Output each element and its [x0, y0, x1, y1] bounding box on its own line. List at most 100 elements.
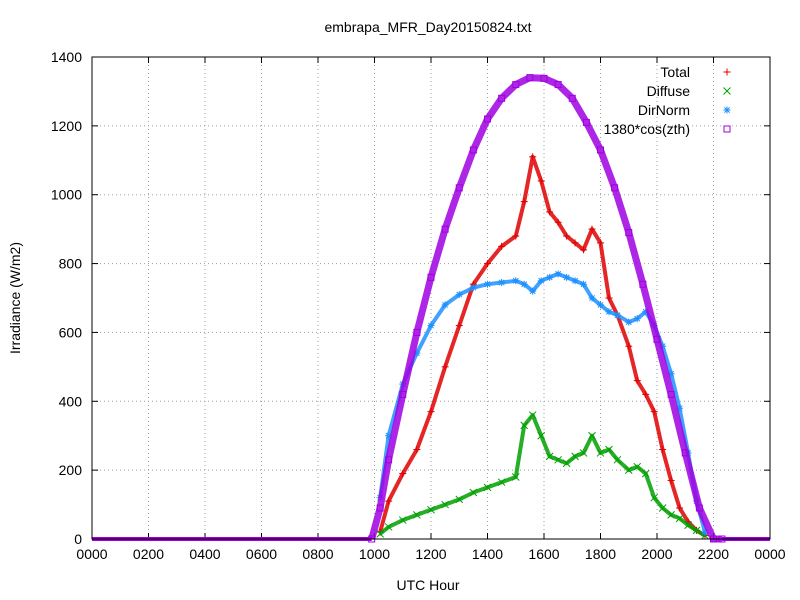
cross-point — [441, 500, 449, 509]
x-tick-label: 2200 — [698, 546, 729, 562]
square-point — [625, 229, 633, 237]
legend-marker — [723, 68, 731, 76]
plus-point — [455, 322, 463, 330]
series-trace — [378, 413, 707, 538]
star-point — [588, 294, 596, 302]
plus-point — [633, 377, 641, 385]
cross-point — [537, 431, 546, 440]
cross-point — [641, 469, 650, 478]
series-trace — [378, 271, 707, 533]
square-point — [695, 504, 703, 512]
square-point — [639, 280, 647, 288]
cross-point — [562, 459, 571, 468]
legend: Total Diffuse DirNorm 1380*cos(zth) — [604, 64, 731, 137]
star-point — [441, 301, 449, 309]
star-point — [520, 280, 528, 288]
plus-point — [588, 225, 596, 233]
cross-point — [596, 449, 605, 457]
cross-point — [376, 529, 385, 538]
series-2 — [376, 270, 709, 536]
star-point — [484, 280, 491, 288]
plus-point — [605, 294, 613, 302]
y-tick-label: 1400 — [51, 49, 82, 65]
y-tick-label: 0 — [74, 531, 82, 547]
square-point — [611, 184, 619, 192]
star-point — [633, 315, 641, 323]
star-point — [563, 273, 571, 281]
star-point — [625, 318, 633, 326]
x-tick-label: 0400 — [189, 546, 220, 562]
plus-point — [529, 153, 537, 161]
series-trace — [368, 74, 722, 543]
square-point — [427, 273, 435, 281]
square-point — [681, 449, 689, 457]
plus-point — [667, 476, 675, 484]
plus-point — [676, 504, 684, 512]
square-point — [554, 81, 562, 89]
cross-point — [469, 488, 478, 497]
square-point — [667, 390, 675, 398]
square-point — [413, 328, 421, 336]
star-point — [498, 279, 506, 287]
plus-point — [498, 242, 506, 250]
cross-point — [427, 505, 435, 514]
square-point — [653, 335, 661, 343]
y-tick-label: 800 — [59, 256, 83, 272]
y-axis-label: Irradiance (W/m2) — [7, 242, 23, 354]
square-point — [568, 94, 576, 102]
square-point — [399, 390, 407, 398]
plus-point — [571, 239, 579, 247]
plus-point — [385, 497, 393, 505]
x-tick-label: 0800 — [302, 546, 333, 562]
plus-point — [625, 342, 633, 350]
cross-point — [571, 452, 579, 461]
legend-label: Diffuse — [647, 83, 691, 99]
plus-point — [659, 445, 667, 453]
square-point — [484, 115, 491, 123]
star-point — [554, 270, 562, 278]
star-point — [605, 308, 613, 316]
x-tick-label: 0000 — [754, 546, 785, 562]
cross-point — [455, 495, 464, 504]
square-point — [498, 94, 506, 102]
square-point — [441, 225, 449, 233]
plus-point — [546, 208, 554, 216]
y-tick-label: 600 — [59, 324, 83, 340]
legend-marker — [723, 87, 731, 95]
cross-point — [667, 511, 675, 519]
plus-point — [512, 232, 520, 240]
cross-point — [692, 526, 701, 535]
plus-point — [563, 232, 571, 240]
cross-point — [497, 478, 506, 487]
y-tick-label: 1200 — [51, 118, 82, 134]
x-tick-label: 1800 — [585, 546, 616, 562]
cross-point — [579, 449, 588, 457]
plus-point — [650, 408, 658, 416]
plus-point — [554, 218, 562, 226]
star-point — [529, 287, 537, 295]
star-point — [455, 291, 463, 299]
star-point — [580, 280, 588, 288]
cross-point — [658, 504, 667, 512]
cross-point — [650, 493, 659, 502]
star-point — [613, 311, 621, 319]
square-point — [582, 118, 590, 126]
plus-point — [597, 239, 604, 247]
legend-marker — [723, 106, 731, 114]
cross-point — [384, 523, 393, 531]
square-point — [455, 184, 463, 192]
plot-marks — [92, 74, 770, 543]
x-tick-label: 1400 — [472, 546, 503, 562]
y-tick-label: 1000 — [51, 187, 82, 203]
x-tick-label: 2000 — [641, 546, 672, 562]
cross-point — [684, 521, 692, 530]
legend-label: Total — [660, 64, 690, 80]
cross-point — [624, 466, 633, 474]
cross-point — [675, 514, 684, 523]
cross-point — [588, 431, 596, 440]
plus-point — [413, 445, 421, 453]
star-point — [537, 277, 545, 285]
square-point — [540, 74, 548, 82]
square-point — [385, 456, 393, 464]
x-axis-label: UTC Hour — [396, 577, 459, 593]
